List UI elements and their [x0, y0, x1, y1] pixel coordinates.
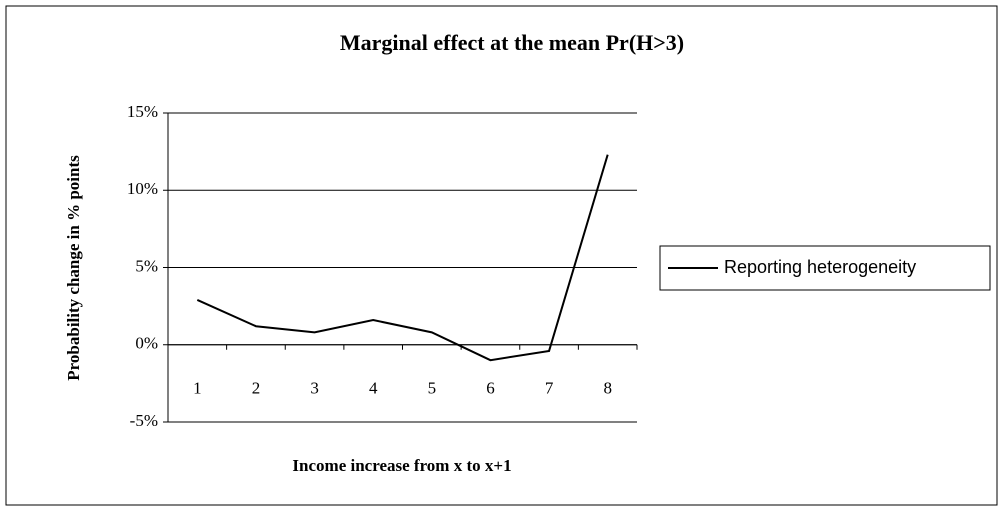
- x-tick-label: 8: [603, 379, 612, 398]
- legend-label: Reporting heterogeneity: [724, 257, 916, 277]
- x-tick-label: 1: [193, 379, 202, 398]
- x-tick-label: 3: [310, 379, 319, 398]
- y-tick-label: 15%: [127, 102, 158, 121]
- line-series: [196, 154, 609, 362]
- x-tick-label: 6: [486, 379, 495, 398]
- x-tick-label: 5: [428, 379, 437, 398]
- x-tick-label: 4: [369, 379, 378, 398]
- y-tick-label: -5%: [130, 411, 158, 430]
- x-axis-title: Income increase from x to x+1: [292, 456, 511, 475]
- y-tick-label: 0%: [135, 334, 158, 353]
- y-tick-label: 5%: [135, 256, 158, 275]
- chart-title: Marginal effect at the mean Pr(H>3): [340, 30, 684, 55]
- y-tick-label: 10%: [127, 179, 158, 198]
- x-tick-label: 7: [545, 379, 554, 398]
- x-tick-label: 2: [252, 379, 261, 398]
- y-axis-title: Probability change in % points: [64, 155, 83, 381]
